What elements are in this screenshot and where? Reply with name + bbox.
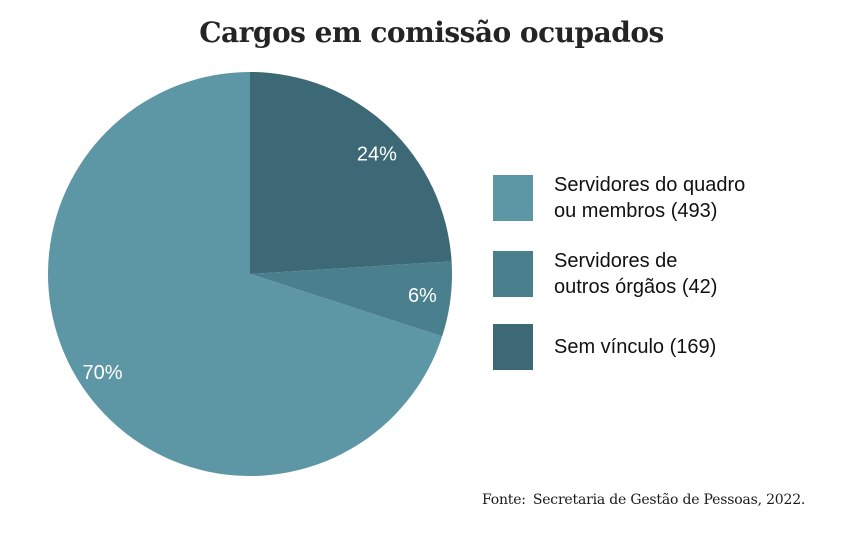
legend-label-outros-orgaos: Servidores de outros órgãos (42) [554, 250, 718, 298]
legend-item-sem-vinculo: Sem vínculo (169) [493, 324, 745, 370]
legend-label-sem-vinculo: Sem vínculo (169) [554, 336, 717, 358]
legend-swatch-sem-vinculo [493, 324, 533, 370]
pie-slice-quadro-membros [47, 71, 443, 476]
pie-slice-outros-orgaos [250, 261, 452, 337]
source-note: Fonte: Secretaria de Gestão de Pessoas, 2… [482, 492, 805, 508]
legend-item-quadro-membros: Servidores do quadro ou membros (493) [493, 172, 745, 224]
pie-pct-label-quadro-membros: 70% [82, 362, 122, 384]
pie-slice-sem-vinculo [250, 72, 452, 274]
legend-item-outros-orgaos: Servidores de outros órgãos (42) [493, 248, 745, 300]
legend: Servidores do quadro ou membros (493) Se… [493, 172, 745, 394]
source-prefix: Fonte: [482, 492, 526, 508]
pie-pct-label-sem-vinculo: 24% [357, 143, 397, 165]
source-text: Secretaria de Gestão de Pessoas, 2022. [532, 492, 806, 508]
chart-title: Cargos em comissão ocupados [199, 16, 664, 49]
pie-pct-label-outros-orgaos: 6% [408, 285, 437, 307]
legend-swatch-outros-orgaos [493, 251, 533, 297]
legend-label-quadro-membros: Servidores do quadro ou membros (493) [554, 174, 746, 222]
legend-swatch-quadro-membros [493, 175, 533, 221]
